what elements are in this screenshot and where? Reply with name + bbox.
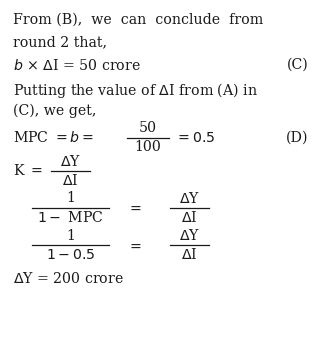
Text: $1-0.5$: $1-0.5$ — [46, 248, 95, 262]
Text: K $=$: K $=$ — [13, 163, 43, 178]
Text: (C): (C) — [286, 58, 308, 72]
Text: $\Delta$Y: $\Delta$Y — [179, 228, 200, 243]
Text: $\Delta$Y = 200 crore: $\Delta$Y = 200 crore — [13, 271, 124, 286]
Text: $b$ × $\Delta$I = 50 crore: $b$ × $\Delta$I = 50 crore — [13, 58, 141, 73]
Text: Putting the value of $\Delta$I from (A) in: Putting the value of $\Delta$I from (A) … — [13, 81, 258, 99]
Text: $=$: $=$ — [127, 238, 143, 252]
Text: $\Delta$I: $\Delta$I — [181, 248, 198, 262]
Text: (C), we get,: (C), we get, — [13, 103, 96, 118]
Text: $\Delta$I: $\Delta$I — [181, 210, 198, 225]
Text: round 2 that,: round 2 that, — [13, 35, 107, 49]
Text: $\Delta$Y: $\Delta$Y — [60, 154, 81, 168]
Text: 50: 50 — [139, 121, 157, 135]
Text: (D): (D) — [286, 131, 308, 145]
Text: $1-$ MPC: $1-$ MPC — [37, 210, 104, 225]
Text: 1: 1 — [66, 191, 75, 205]
Text: $= 0.5$: $= 0.5$ — [175, 131, 215, 145]
Text: $\Delta$Y: $\Delta$Y — [179, 191, 200, 206]
Text: From (B),  we  can  conclude  from: From (B), we can conclude from — [13, 13, 263, 27]
Text: $\Delta$I: $\Delta$I — [62, 173, 79, 188]
Text: MPC $= b =$: MPC $= b =$ — [13, 130, 93, 145]
Text: 1: 1 — [66, 229, 75, 243]
Text: 100: 100 — [134, 140, 161, 154]
Text: $=$: $=$ — [127, 201, 143, 215]
